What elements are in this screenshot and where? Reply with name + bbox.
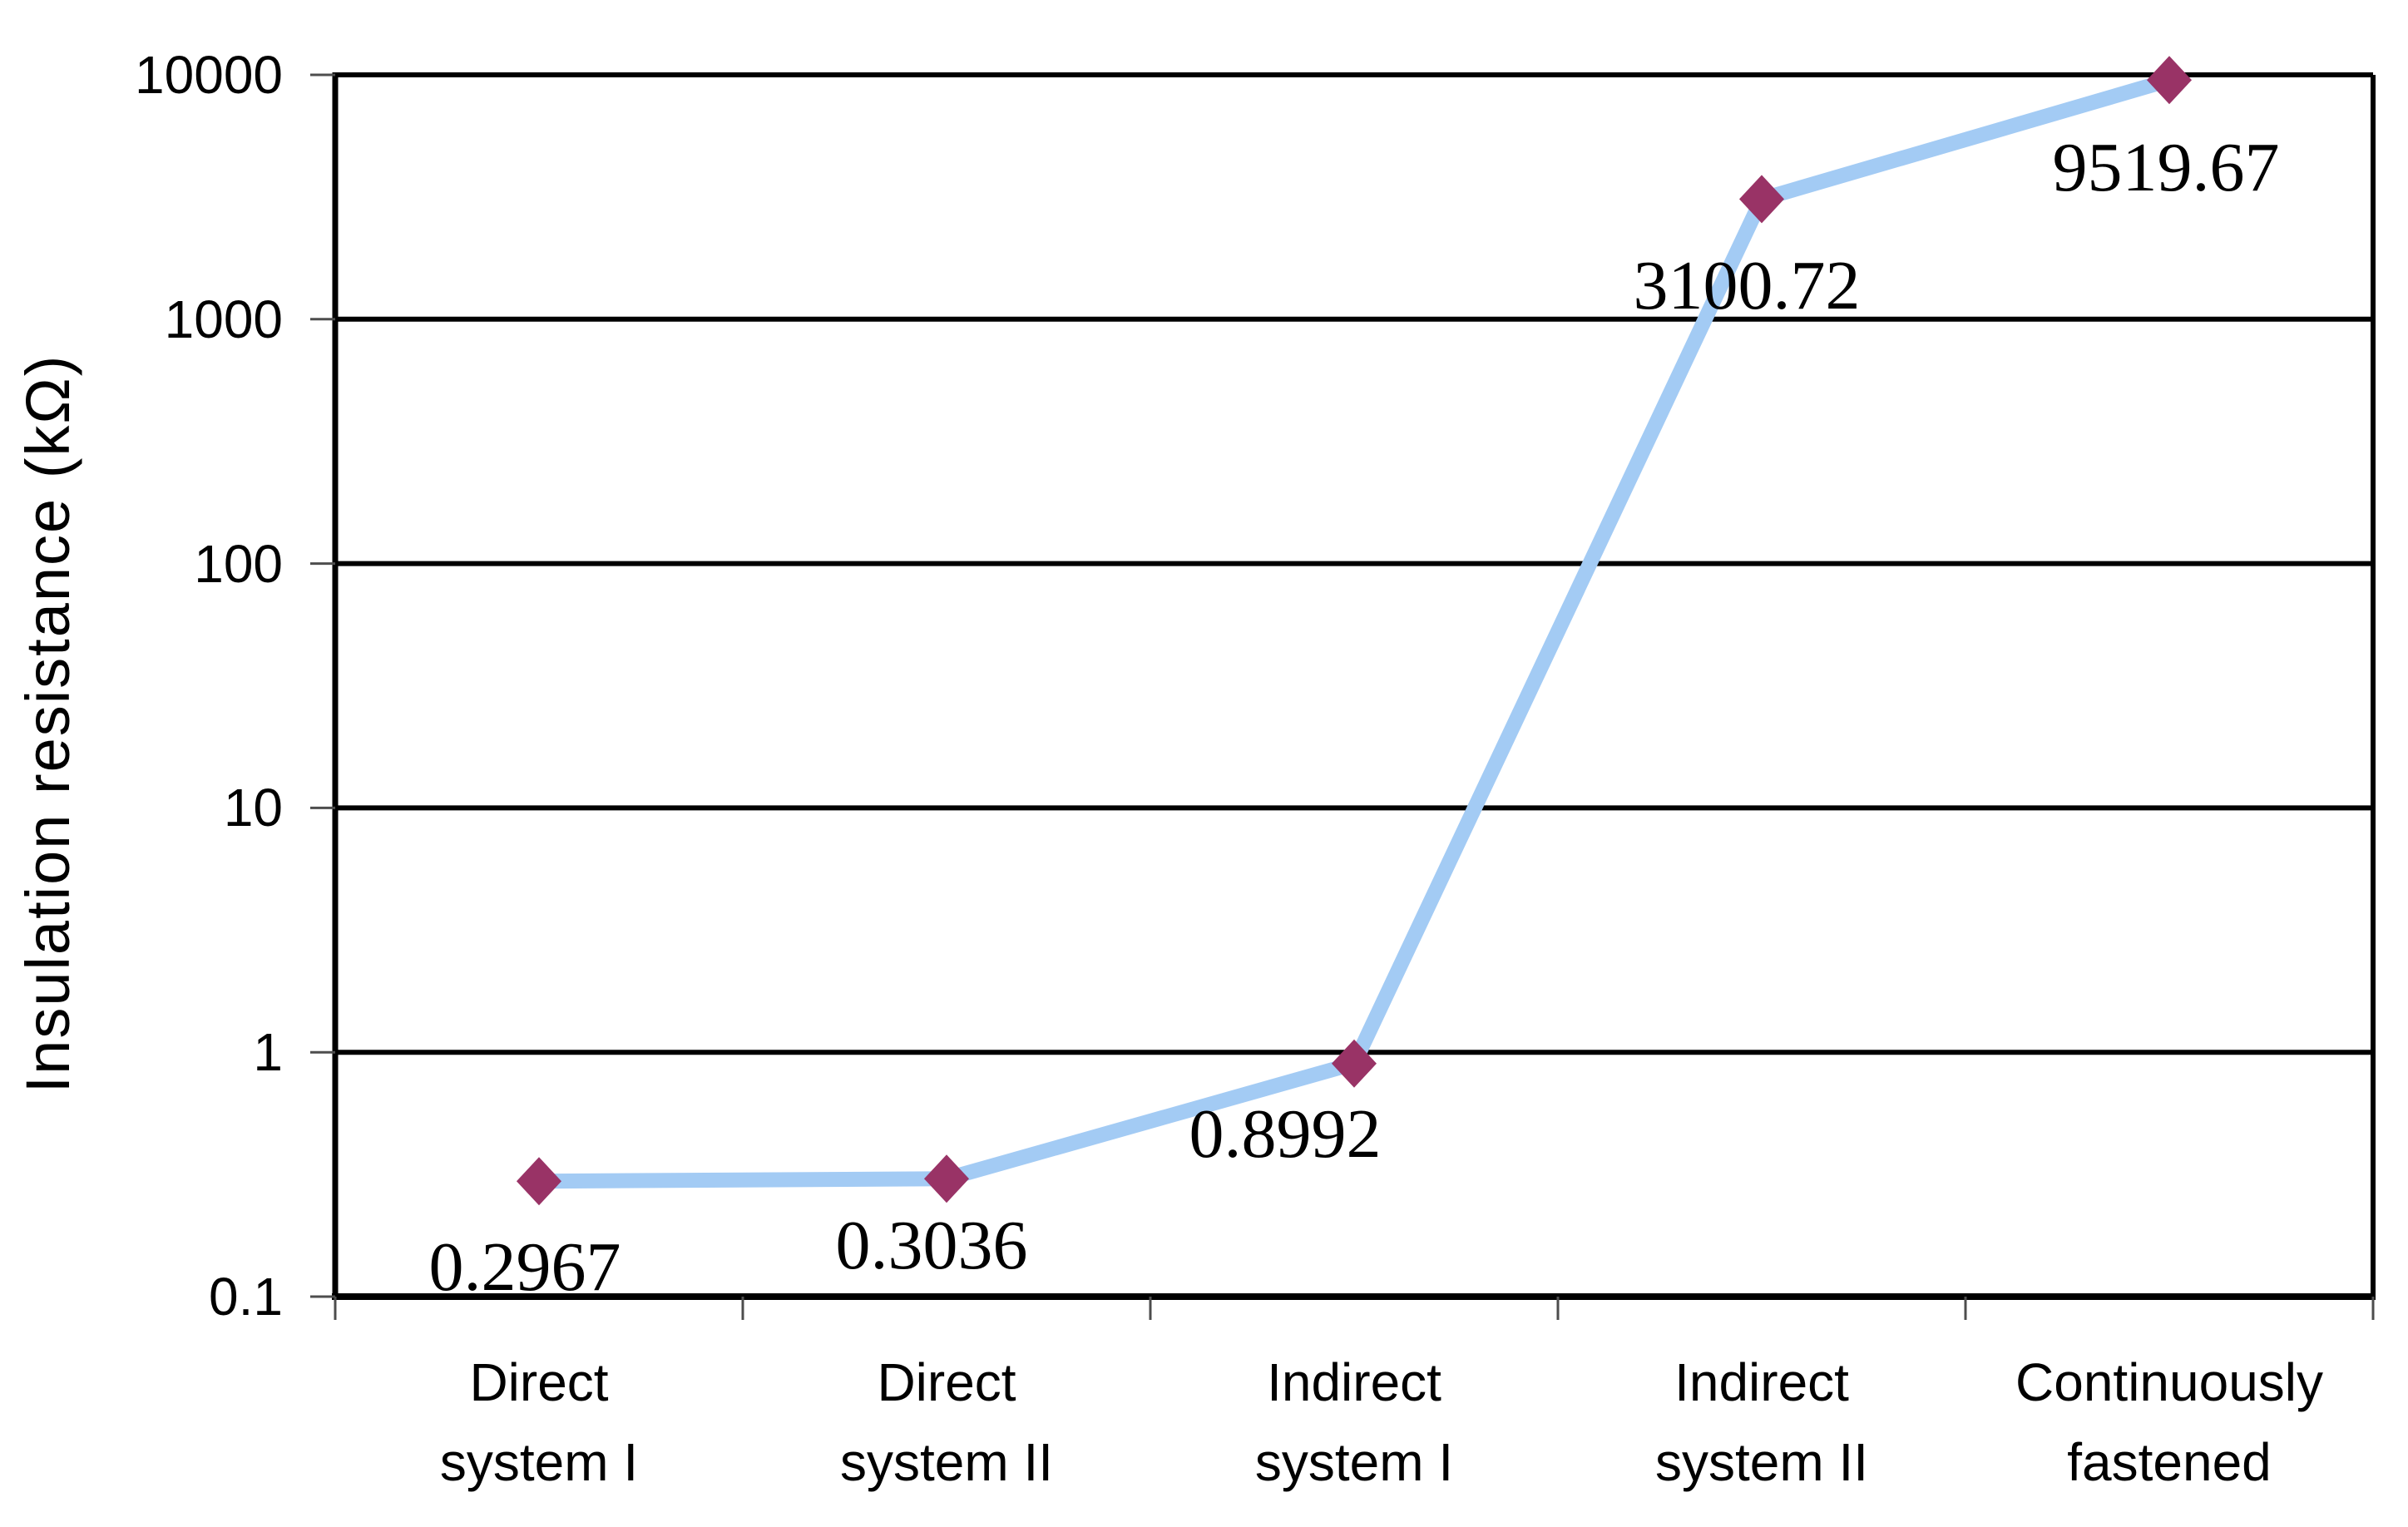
data-point-marker xyxy=(924,1154,969,1203)
y-tick-label: 0.1 xyxy=(209,1267,283,1327)
y-tick-label: 10000 xyxy=(135,45,283,105)
data-point-marker xyxy=(1332,1039,1377,1088)
axis-ticks xyxy=(310,73,2375,1320)
data-point-marker xyxy=(517,1157,561,1206)
data-point-markers xyxy=(517,56,2192,1206)
data-point-label: 0.3036 xyxy=(835,1207,1028,1285)
series-line xyxy=(538,72,2172,1189)
y-tick-label: 100 xyxy=(194,533,283,594)
y-tick-label: 10 xyxy=(223,778,283,838)
category-label: Continuously fastened xyxy=(2015,1352,2323,1492)
data-point-label: 0.8992 xyxy=(1189,1095,1382,1173)
data-point-marker xyxy=(2147,56,2192,105)
y-tick-label: 1 xyxy=(253,1022,283,1083)
category-label: Direct system I xyxy=(439,1352,639,1492)
category-label: Direct system II xyxy=(839,1352,1054,1492)
y-tick-label: 1000 xyxy=(164,289,283,349)
data-point-label: 9519.67 xyxy=(2052,129,2280,207)
data-point-label: 3100.72 xyxy=(1633,247,1861,325)
data-point-marker xyxy=(1739,175,1784,224)
data-point-label: 0.2967 xyxy=(428,1228,621,1307)
category-label: Indirect system I xyxy=(1254,1352,1454,1492)
series-line-group xyxy=(538,72,2172,1189)
gridlines xyxy=(335,316,2373,1055)
category-label: Indirect system II xyxy=(1654,1352,1869,1492)
plot-border xyxy=(332,72,2376,1300)
